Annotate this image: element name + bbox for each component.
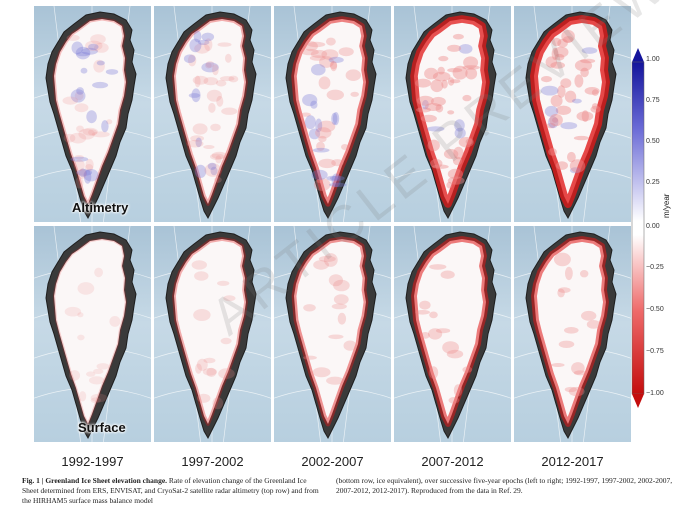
marginal-thinning <box>52 17 128 206</box>
colorbar-tick: −0.75 <box>646 348 664 355</box>
row-label-surface: Surface <box>78 420 126 435</box>
elevation-change-pattern <box>540 29 601 174</box>
surface-map-1992-1997 <box>34 226 151 442</box>
colorbar-tick: 0.75 <box>646 97 660 104</box>
elevation-change-pattern <box>191 260 236 410</box>
elevation-change-pattern <box>183 30 239 183</box>
ice-sheet <box>534 239 606 424</box>
ice-sheet <box>294 239 366 424</box>
greenland-map <box>514 226 631 442</box>
greenland-map <box>394 226 511 442</box>
map-grid <box>34 6 632 442</box>
elevation-change-pattern <box>302 253 357 385</box>
surface-map-2002-2007 <box>274 226 391 442</box>
greenland-map <box>34 6 151 222</box>
altimetry-map-2002-2007 <box>274 6 391 222</box>
greenland-map <box>274 226 391 442</box>
altimetry-map-2007-2012 <box>394 6 511 222</box>
marginal-thinning <box>411 236 489 427</box>
greenland-map <box>154 226 271 442</box>
elevation-change-pattern <box>415 33 480 189</box>
marginal-thinning <box>172 237 248 426</box>
colorbar-tick: −0.25 <box>646 264 664 271</box>
elevation-change-pattern <box>551 252 601 397</box>
surface-map-2007-2012 <box>394 226 511 442</box>
caption-figure-title: Fig. 1 | Greenland Ice Sheet elevation c… <box>22 476 168 485</box>
marginal-thinning <box>530 15 610 208</box>
colorbar-tick: 0.25 <box>646 179 660 186</box>
epoch-label-5: 2012-2017 <box>541 454 604 469</box>
colorbar-tick: −1.00 <box>646 390 664 397</box>
greenland-map <box>34 226 151 442</box>
colorbar-tick: −0.50 <box>646 306 664 313</box>
greenland-map <box>154 6 271 222</box>
marginal-thinning <box>531 236 609 427</box>
surface-map-1997-2002 <box>154 226 271 442</box>
caption-right: (bottom row, ice equivalent), over succe… <box>336 476 674 496</box>
greenland-map <box>394 6 511 222</box>
epoch-label-3: 2002-2007 <box>301 454 364 469</box>
ice-sheet <box>294 19 366 204</box>
greenland-map <box>274 6 391 222</box>
elevation-change-pattern <box>64 267 121 404</box>
colorbar-graphic <box>631 48 645 408</box>
ice-sheet <box>534 19 606 204</box>
marginal-thinning <box>291 236 369 427</box>
marginal-thinning <box>52 237 128 426</box>
colorbar-tick: 0.50 <box>646 138 660 145</box>
ice-sheet <box>174 19 246 204</box>
ice-sheet <box>414 19 486 204</box>
epoch-label-1: 1992-1997 <box>61 454 124 469</box>
surface-map-2012-2017 <box>514 226 631 442</box>
epoch-label-2: 1997-2002 <box>181 454 244 469</box>
elevation-change-pattern <box>300 37 361 192</box>
greenland-map <box>514 6 631 222</box>
altimetry-map-1997-2002 <box>154 6 271 222</box>
ice-sheet <box>414 239 486 424</box>
caption-left-text: Rate of elevation change of the Greenlan… <box>22 476 319 505</box>
ice-sheet <box>174 239 246 424</box>
ice-sheet <box>54 239 126 424</box>
colorbar-tick: 0.00 <box>646 223 660 230</box>
colorbar-max-arrow <box>632 48 644 62</box>
ice-sheet <box>54 19 126 204</box>
marginal-thinning <box>410 15 490 208</box>
row-label-altimetry: Altimetry <box>72 200 129 215</box>
colorbar-tick: 1.00 <box>646 56 660 63</box>
colorbar: 1.00 0.75 0.50 0.25 0.00 −0.25 −0.50 −0.… <box>624 48 690 408</box>
marginal-thinning <box>291 16 369 207</box>
marginal-thinning <box>172 17 248 206</box>
altimetry-map-2012-2017 <box>514 6 631 222</box>
caption-right-text: (bottom row, ice equivalent), over succe… <box>336 476 673 495</box>
altimetry-map-1992-1997 <box>34 6 151 222</box>
caption-left: Fig. 1 | Greenland Ice Sheet elevation c… <box>22 476 322 506</box>
elevation-change-pattern <box>415 264 473 404</box>
colorbar-min-arrow <box>632 394 644 408</box>
colorbar-gradient <box>631 61 645 395</box>
elevation-change-pattern <box>62 34 119 189</box>
colorbar-unit-label: m/year <box>662 193 671 218</box>
epoch-label-4: 2007-2012 <box>421 454 484 469</box>
